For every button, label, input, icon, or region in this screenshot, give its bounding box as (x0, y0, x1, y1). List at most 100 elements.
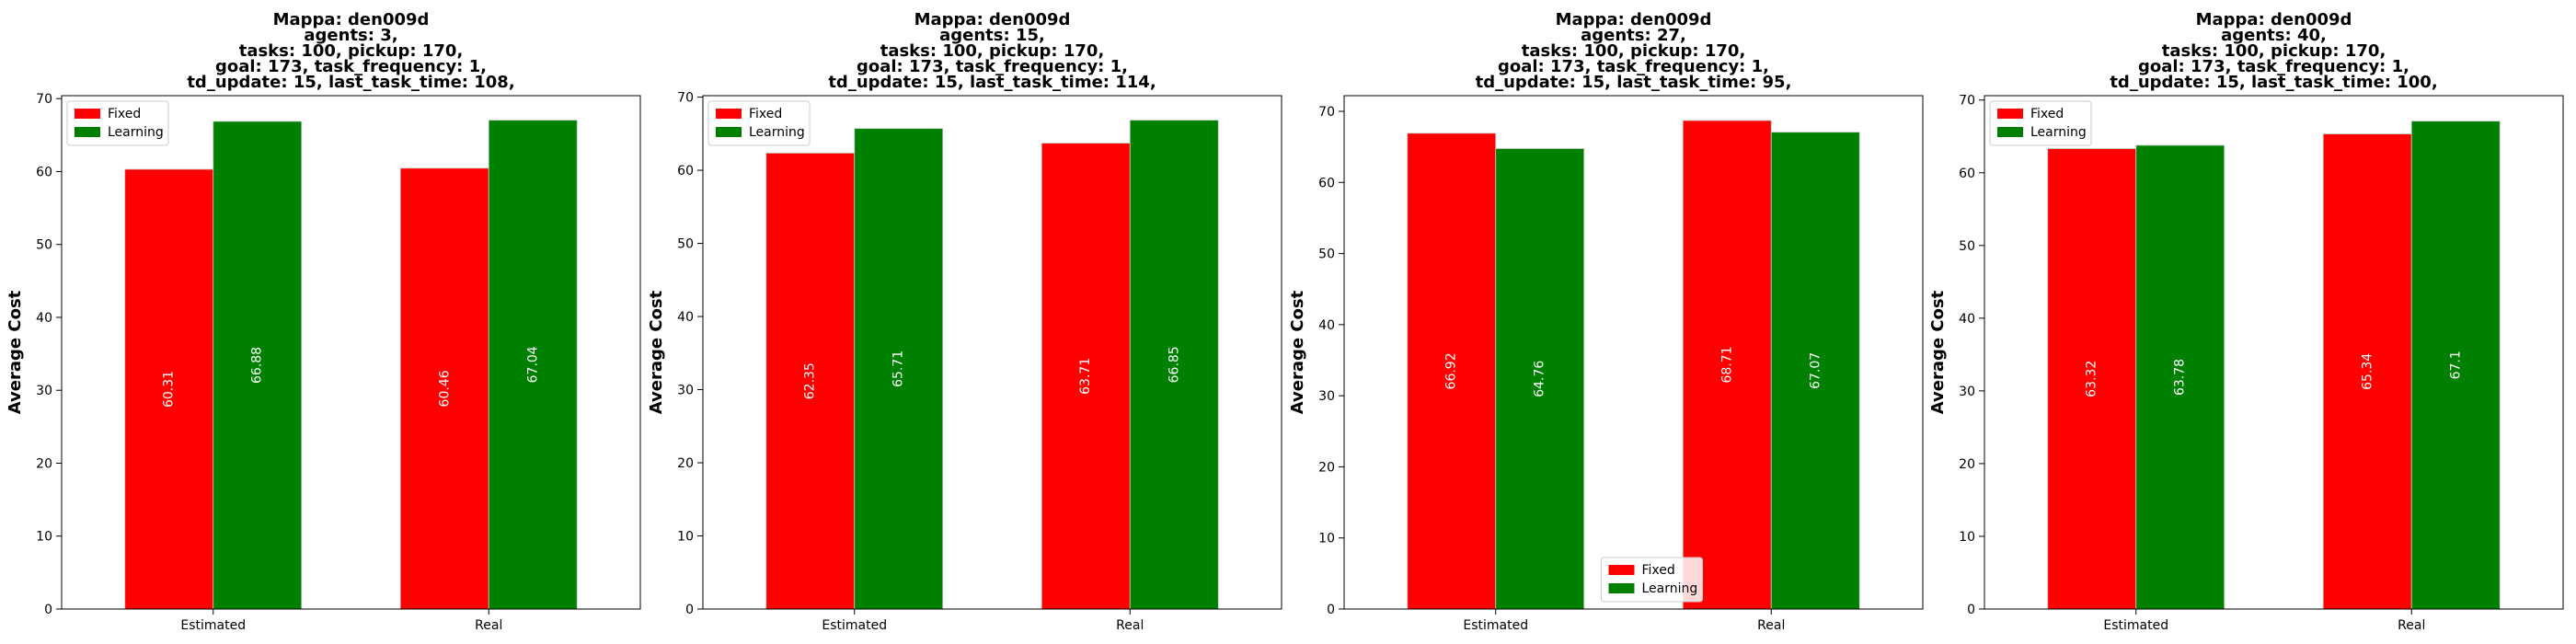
y-tick-label: 10 (677, 530, 694, 545)
y-tick-label: 30 (1959, 385, 1975, 399)
y-tick-label: 70 (36, 92, 52, 107)
y-tick-label: 20 (1318, 460, 1335, 475)
bar-value-label: 62.35 (803, 362, 818, 399)
legend-label: Learning (2030, 125, 2087, 140)
legend: Fixed Learning (707, 100, 811, 146)
plot-frame (1343, 95, 1924, 610)
y-axis-label: Average Cost (6, 290, 25, 414)
y-tick-label: 0 (685, 603, 694, 617)
bar-learning-real (2410, 121, 2501, 610)
y-tick-label: 30 (1318, 389, 1335, 404)
legend-label: Fixed (749, 107, 782, 121)
bar-fixed-real (2322, 133, 2412, 610)
bar-value-label: 63.32 (2085, 361, 2099, 397)
y-axis-label: Average Cost (1288, 290, 1307, 414)
x-tick-label: Estimated (822, 618, 887, 633)
bar-learning-estimated (1495, 148, 1585, 610)
bar-fixed-real (1682, 120, 1772, 610)
bar-fixed-estimated (765, 152, 856, 610)
chart-title-line: Mappa: den009d (914, 10, 1071, 29)
chart-title-line: td_update: 15, last_task_time: 114, (828, 73, 1156, 92)
y-tick-label: 60 (36, 165, 52, 179)
bar-value-label: 66.92 (1444, 352, 1459, 389)
legend: Fixed Learning (1989, 100, 2092, 146)
legend-label: Fixed (1642, 563, 1675, 578)
plot-frame (61, 95, 641, 610)
bar-value-label: 60.46 (437, 370, 452, 407)
y-tick-label: 40 (36, 311, 52, 326)
chart-title-line: agents: 40, (2221, 26, 2327, 45)
chart-title-line: Mappa: den009d (273, 10, 430, 29)
legend-label: Learning (1642, 581, 1698, 596)
y-tick-label: 50 (36, 238, 52, 253)
chart-title-line: goal: 173, task_frequency: 1, (2138, 57, 2409, 76)
y-tick-label: 60 (1318, 176, 1335, 190)
chart-title-line: tasks: 100, pickup: 170, (880, 41, 1105, 61)
y-tick-label: 40 (677, 310, 694, 325)
bar-value-label: 66.88 (250, 347, 265, 384)
legend-swatch (1997, 127, 2023, 137)
y-tick-label: 60 (677, 164, 694, 178)
bar-value-label: 68.71 (1719, 346, 1734, 383)
y-tick-label: 0 (1327, 603, 1335, 617)
bar-learning-estimated (213, 121, 303, 610)
y-tick-label: 20 (36, 456, 52, 471)
chart-title-line: agents: 15, (939, 26, 1045, 45)
chart-title-line: goal: 173, task_frequency: 1, (215, 57, 487, 76)
legend-swatch (1608, 565, 1635, 575)
y-tick-label: 10 (1959, 530, 1975, 545)
legend-swatch (716, 127, 742, 137)
bar-value-label: 67.1 (2448, 351, 2463, 379)
legend-label: Fixed (108, 107, 141, 121)
y-tick-label: 40 (1959, 312, 1975, 327)
chart-title-line: Mappa: den009d (2196, 10, 2352, 29)
y-tick-label: 30 (36, 384, 52, 398)
legend: Fixed Learning (66, 100, 169, 146)
plot-frame (702, 95, 1282, 610)
x-tick-label: Estimated (1463, 618, 1528, 633)
bar-value-label: 64.76 (1533, 361, 1547, 397)
chart-title-line: td_update: 15, last_task_time: 95, (1476, 73, 1792, 92)
x-tick-label: Real (2398, 618, 2425, 633)
bar-learning-estimated (854, 128, 944, 610)
chart-title-line: tasks: 100, pickup: 170, (1522, 41, 1746, 61)
chart-title-line: td_update: 15, last_task_time: 100, (2110, 73, 2437, 92)
chart-title-line: agents: 27, (1581, 26, 1686, 45)
chart-title-line: goal: 173, task_frequency: 1, (857, 57, 1128, 76)
y-tick-label: 50 (1318, 247, 1335, 262)
y-tick-label: 50 (677, 237, 694, 252)
bar-value-label: 60.31 (162, 371, 177, 408)
y-tick-label: 10 (36, 530, 52, 545)
y-tick-label: 40 (1318, 318, 1335, 333)
bar-fixed-real (1041, 143, 1131, 610)
bar-fixed-estimated (124, 168, 214, 610)
bar-fixed-real (399, 167, 489, 610)
y-tick-label: 20 (677, 456, 694, 471)
bar-value-label: 63.71 (1078, 358, 1093, 395)
y-tick-label: 30 (677, 384, 694, 398)
legend-label: Fixed (2030, 107, 2064, 121)
chart-title-line: agents: 3, (304, 26, 397, 45)
y-axis-label: Average Cost (1928, 290, 1948, 414)
bar-value-label: 65.34 (2360, 353, 2375, 390)
legend-swatch (1608, 583, 1635, 593)
x-tick-label: Estimated (180, 618, 246, 633)
legend-swatch (1997, 109, 2023, 119)
chart-title-line: goal: 173, task_frequency: 1, (1498, 57, 1769, 76)
x-tick-label: Real (475, 618, 502, 633)
legend-label: Learning (108, 125, 164, 140)
bar-value-label: 63.78 (2173, 359, 2188, 396)
bar-learning-real (488, 120, 578, 610)
x-tick-label: Real (1116, 618, 1144, 633)
bar-value-label: 66.85 (1167, 346, 1181, 383)
y-tick-label: 0 (1967, 603, 1975, 617)
y-axis-label: Average Cost (647, 290, 666, 414)
legend-swatch (75, 109, 100, 119)
legend: Fixed Learning (1601, 557, 1703, 603)
bar-value-label: 67.07 (1808, 352, 1823, 389)
y-tick-label: 10 (1318, 532, 1335, 546)
chart-title-line: tasks: 100, pickup: 170, (239, 41, 464, 61)
